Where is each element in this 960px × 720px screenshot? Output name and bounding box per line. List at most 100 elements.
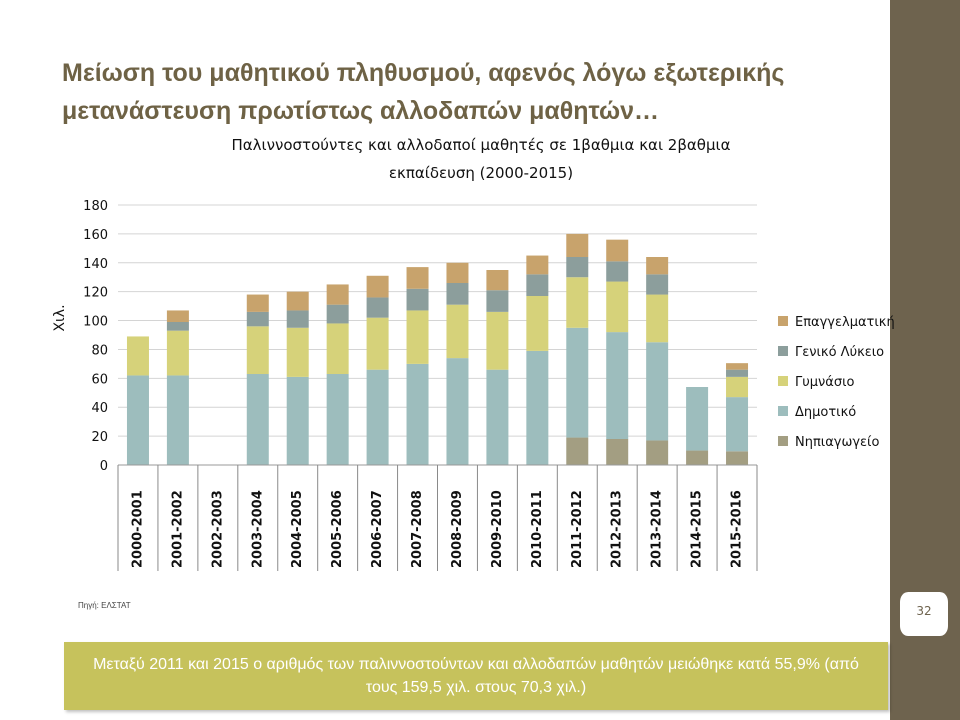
bar-segment: [526, 350, 549, 465]
x-tick-label: 2007-2008: [410, 490, 425, 568]
bar-segment: [366, 297, 389, 318]
bar-segment: [566, 233, 589, 257]
page-number-badge: 32: [898, 592, 950, 636]
bar-segment: [166, 375, 189, 465]
y-axis-label: Χιλ.: [52, 304, 68, 331]
x-tick-label: 2008-2009: [450, 490, 465, 568]
y-tick-label: 140: [83, 257, 108, 272]
bar-segment: [286, 327, 309, 377]
slide-title-line-1: Μείωση του μαθητικού πληθυσμού, αφενός λ…: [62, 59, 785, 87]
legend-swatch: [778, 376, 788, 386]
bar-segment: [526, 296, 549, 351]
bar-segment: [566, 327, 589, 438]
x-tick-label: 2009-2010: [490, 490, 505, 568]
bar-segment: [486, 311, 509, 370]
x-tick-label: 2002-2003: [210, 490, 225, 568]
x-tick-label: 2000-2001: [130, 490, 145, 568]
bar-segment: [726, 363, 749, 370]
summary-text: Μεταξύ 2011 και 2015 ο αριθμός των παλιν…: [93, 656, 859, 696]
bar-segment: [446, 304, 469, 359]
legend-swatch: [778, 406, 788, 416]
bar-segment: [646, 257, 669, 275]
bar-segment: [646, 342, 669, 441]
bar-segment: [566, 257, 589, 278]
bar-segment: [606, 281, 629, 333]
x-tick-label: 2003-2004: [250, 490, 265, 568]
x-tick-label: 2006-2007: [370, 490, 385, 568]
bar-segment: [286, 376, 309, 465]
bar-segment: [286, 291, 309, 311]
legend-swatch: [778, 316, 788, 326]
x-tick-label: 2014-2015: [690, 490, 705, 568]
bar-segment: [446, 283, 469, 305]
axes: 0 20 40 60 80 100 120 140 160 180 2000-2001 2001-20…: [83, 199, 758, 571]
bar-segment: [606, 261, 629, 282]
bar-segment: [166, 310, 189, 322]
slide-title: Μείωση του μαθητικού πληθυσμού, αφενός λ…: [62, 54, 862, 130]
bar-segment: [326, 304, 349, 324]
bar-segment: [326, 284, 349, 305]
stacked-bar-chart: Παλιννοστούντες και αλλοδαποί μαθητές σε…: [52, 136, 895, 571]
bar-segment: [446, 358, 469, 465]
bar-segment: [646, 294, 669, 343]
legend-label: Επαγγελματική: [795, 315, 895, 330]
y-tick-label: 60: [91, 372, 108, 387]
y-tick-label: 160: [83, 228, 108, 243]
bar-segment: [486, 270, 509, 291]
bar-segment: [606, 239, 629, 262]
bar-segment: [366, 317, 389, 370]
bar-segment: [326, 323, 349, 374]
x-tick-label: 2004-2005: [290, 490, 305, 568]
x-tick-label: 2005-2006: [330, 490, 345, 568]
legend-label: Γενικό Λύκειο: [795, 345, 884, 360]
bar-segment: [126, 336, 149, 376]
legend-label: Νηπιαγωγείο: [795, 435, 879, 450]
x-tick-label: 2001-2002: [170, 490, 185, 568]
bar-segment: [686, 450, 709, 465]
bar-segment: [166, 322, 189, 331]
x-tick-label: 2010-2011: [530, 490, 545, 568]
bar-segment: [246, 294, 269, 312]
x-tick-label: 2013-2014: [650, 490, 665, 568]
legend-swatch: [778, 436, 788, 446]
y-tick-label: 0: [100, 459, 108, 474]
x-tick-label: 2015-2016: [730, 490, 745, 568]
bar-segment: [606, 332, 629, 439]
bars: [126, 233, 749, 465]
page-number: 32: [916, 604, 932, 618]
y-tick-label: 80: [91, 343, 108, 358]
bar-segment: [406, 267, 429, 289]
bar-segment: [486, 369, 509, 465]
chart-title-line-2: εκπαίδευση (2000-2015): [389, 164, 573, 182]
legend-label: Δημοτικό: [795, 405, 856, 420]
x-tick-label: 2012-2013: [610, 490, 625, 568]
bar-segment: [406, 363, 429, 465]
legend-swatch: [778, 346, 788, 356]
legend: Επαγγελματική Γενικό Λύκειο Γυμνάσιο Δημοτι…: [778, 315, 895, 450]
bar-segment: [326, 374, 349, 465]
bar-segment: [526, 274, 549, 296]
bar-segment: [366, 275, 389, 298]
y-tick-label: 180: [83, 199, 108, 214]
legend-label: Γυμνάσιο: [795, 375, 855, 390]
bar-segment: [406, 288, 429, 311]
bar-segment: [726, 397, 749, 452]
bar-segment: [166, 330, 189, 376]
y-tick-label: 20: [91, 430, 108, 445]
bar-segment: [726, 376, 749, 398]
bar-segment: [406, 310, 429, 364]
bar-segment: [726, 369, 749, 377]
bar-segment: [446, 262, 469, 283]
y-tick-label: 40: [91, 401, 108, 416]
bar-segment: [686, 387, 709, 451]
summary-box: Μεταξύ 2011 και 2015 ο αριθμός των παλιν…: [64, 642, 888, 710]
chart-title-line-1: Παλιννοστούντες και αλλοδαποί μαθητές σε…: [232, 136, 731, 154]
bar-segment: [246, 311, 269, 327]
bar-segment: [286, 310, 309, 328]
source-note: Πηγή: ΕΛΣΤΑΤ: [78, 601, 131, 610]
bar-segment: [726, 451, 749, 465]
bar-segment: [566, 437, 589, 465]
bar-segment: [606, 439, 629, 465]
bar-segment: [126, 375, 149, 465]
bar-segment: [246, 326, 269, 374]
